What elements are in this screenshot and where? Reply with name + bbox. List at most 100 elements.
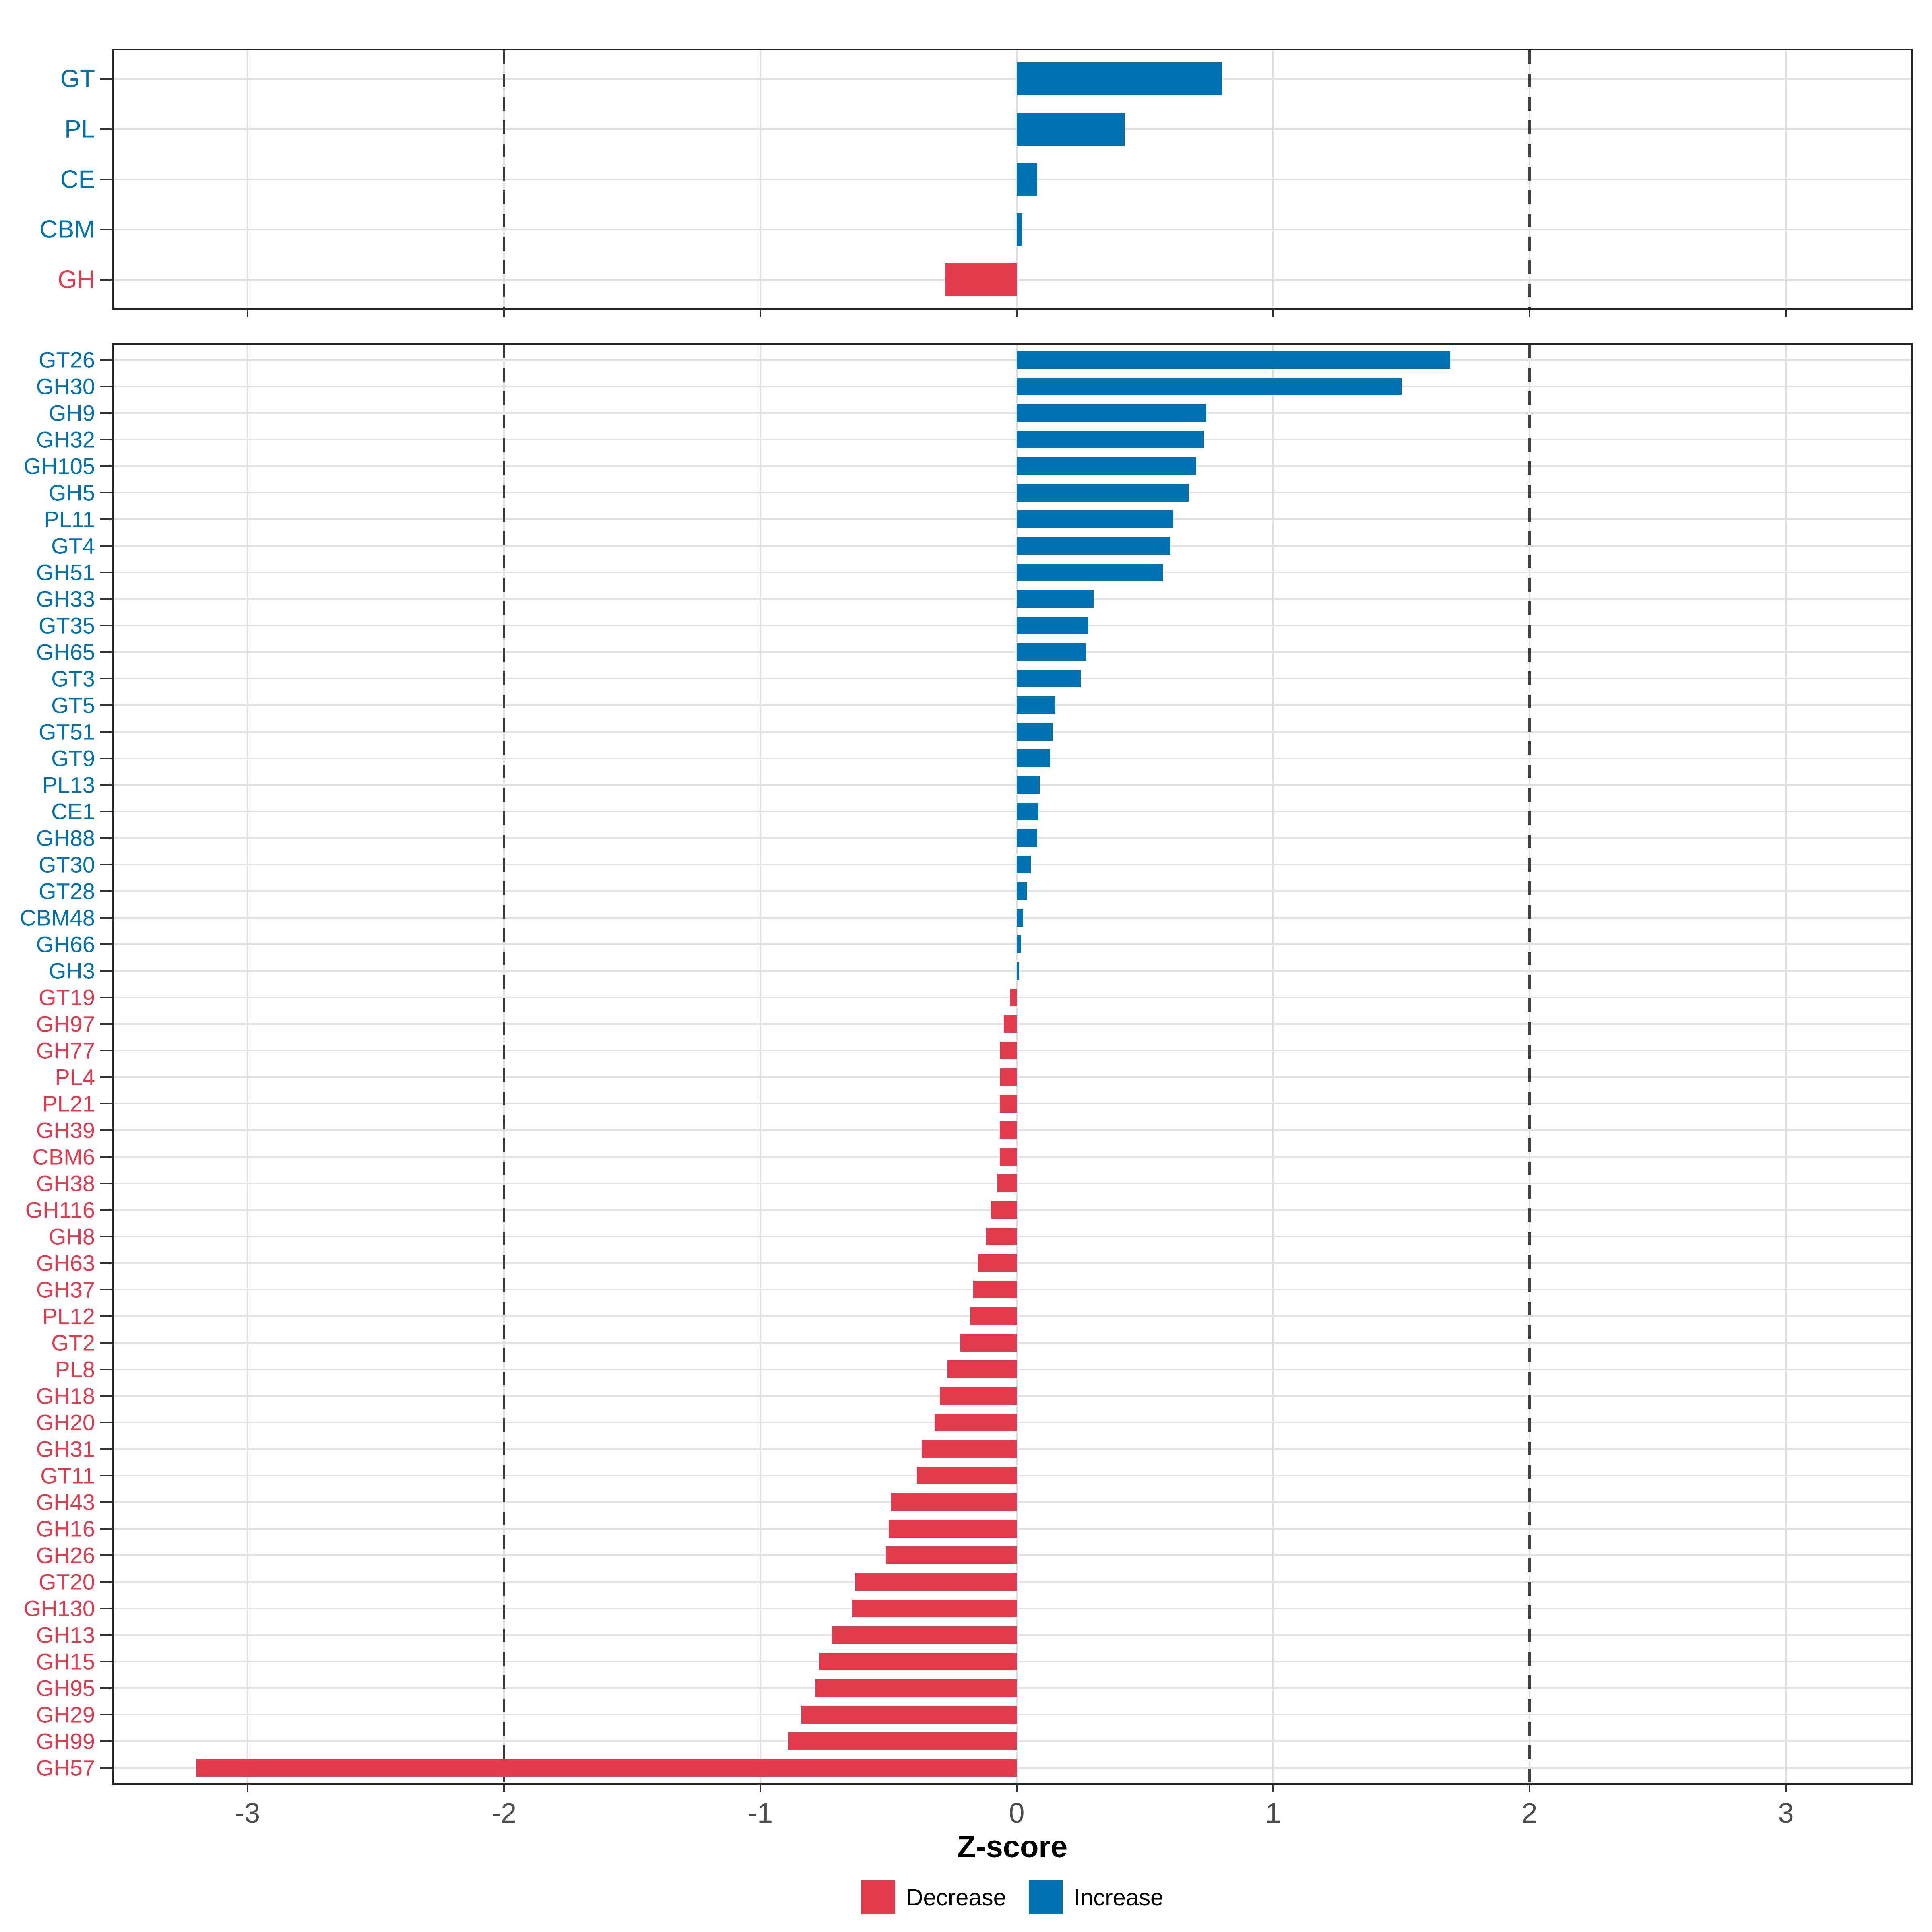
y-axis-label-GH43: GH43 — [36, 1489, 95, 1515]
y-gridline — [114, 412, 1911, 414]
y-axis-label-GH20: GH20 — [36, 1410, 95, 1435]
x-tick-mark — [1016, 1783, 1018, 1792]
y-axis-label-GH33: GH33 — [36, 586, 95, 612]
bar-CBM6 — [999, 1148, 1017, 1166]
y-tick-mark — [100, 677, 112, 679]
y-gridline — [114, 784, 1911, 786]
y-tick-mark — [100, 943, 112, 945]
legend-label-decrease: Decrease — [906, 1884, 1006, 1911]
y-axis-label-GH88: GH88 — [36, 825, 95, 851]
y-tick-mark — [100, 1023, 112, 1025]
x-gridline — [1016, 345, 1018, 1783]
bar-GH116 — [991, 1201, 1017, 1219]
bar-GH66 — [1017, 935, 1021, 953]
y-axis-label-GH8: GH8 — [48, 1224, 95, 1249]
y-axis-label-GT2: GT2 — [51, 1330, 95, 1356]
y-axis-label-GT35: GT35 — [38, 613, 95, 638]
x-axis-title: Z-score — [957, 1830, 1068, 1864]
y-tick-mark — [100, 1103, 112, 1105]
bar-PL8 — [947, 1360, 1017, 1379]
y-tick-mark — [100, 229, 112, 231]
y-gridline — [114, 651, 1911, 653]
y-tick-mark — [100, 1315, 112, 1317]
y-tick-mark — [100, 598, 112, 600]
x-tick-mark — [247, 308, 248, 317]
bar-GH51 — [1017, 563, 1163, 581]
y-gridline — [114, 598, 1911, 600]
y-tick-mark — [100, 1236, 112, 1238]
y-axis-label-GT4: GT4 — [51, 533, 95, 559]
bar-GT35 — [1017, 616, 1089, 634]
y-axis-label-GH3: GH3 — [48, 958, 95, 984]
y-tick-mark — [100, 78, 112, 80]
bar-GH88 — [1017, 829, 1037, 847]
y-tick-mark — [100, 1740, 112, 1742]
y-axis-label-CBM6: CBM6 — [32, 1144, 95, 1170]
y-axis-label-GH116: GH116 — [25, 1197, 95, 1223]
y-axis-label-GH77: GH77 — [36, 1038, 95, 1063]
y-axis-label-GH57: GH57 — [36, 1755, 95, 1781]
bar-GH13 — [832, 1626, 1017, 1644]
y-axis-label-GH39: GH39 — [36, 1117, 95, 1143]
y-gridline — [114, 810, 1911, 812]
y-axis-label-GH63: GH63 — [36, 1250, 95, 1276]
y-axis-label-GH18: GH18 — [36, 1383, 95, 1409]
y-gridline — [114, 863, 1911, 865]
bar-GH105 — [1017, 457, 1196, 475]
bar-GH33 — [1017, 590, 1094, 608]
bar-PL13 — [1017, 776, 1040, 794]
cazyme-class-panel: GT PL CE CBM GH — [39, 49, 1913, 317]
bar-GT11 — [916, 1467, 1017, 1485]
y-axis-label-GH51: GH51 — [36, 559, 95, 585]
y-tick-mark — [100, 1767, 112, 1769]
bar-GH39 — [999, 1121, 1017, 1139]
y-tick-mark — [100, 1581, 112, 1583]
y-tick-mark — [100, 438, 112, 440]
y-axis-label-GT51: GT51 — [38, 719, 95, 745]
y-tick-mark — [100, 1289, 112, 1291]
bar-PL21 — [999, 1095, 1017, 1113]
bar-CBM — [1017, 213, 1022, 246]
y-tick-mark — [100, 385, 112, 387]
bar-CE1 — [1017, 802, 1039, 820]
y-axis-label-GH29: GH29 — [36, 1702, 95, 1728]
y-gridline — [114, 491, 1911, 493]
y-tick-mark — [100, 1129, 112, 1131]
y-gridline — [114, 571, 1911, 573]
y-tick-mark — [100, 491, 112, 493]
bar-GT — [1017, 62, 1222, 96]
y-gridline — [114, 128, 1911, 130]
y-gridline — [114, 970, 1911, 972]
y-gridline — [114, 916, 1911, 919]
bar-GH130 — [852, 1600, 1017, 1618]
y-axis-label-GT11: GT11 — [40, 1463, 95, 1488]
bar-GT3 — [1017, 669, 1081, 687]
bar-GH31 — [922, 1440, 1017, 1458]
y-gridline — [114, 890, 1911, 892]
x-tick-label: 3 — [1778, 1797, 1794, 1829]
y-tick-mark — [100, 1634, 112, 1636]
y-tick-mark — [100, 1183, 112, 1185]
y-tick-mark — [100, 1156, 112, 1158]
bar-GT5 — [1017, 696, 1055, 714]
y-tick-mark — [100, 279, 112, 281]
y-axis-label-PL11: PL11 — [44, 506, 95, 532]
y-axis-label-GH9: GH9 — [48, 400, 95, 426]
y-axis-label-GH13: GH13 — [36, 1622, 95, 1648]
x-tick-mark — [247, 1783, 248, 1792]
y-axis-label-PL8: PL8 — [55, 1356, 95, 1382]
y-axis-label-GH5: GH5 — [48, 480, 95, 506]
y-gridline — [114, 229, 1911, 231]
y-gridline — [114, 385, 1911, 387]
y-axis-label-GH31: GH31 — [36, 1436, 95, 1462]
y-tick-mark — [100, 996, 112, 998]
bar-GT20 — [855, 1573, 1017, 1591]
y-axis-label-GH65: GH65 — [36, 639, 95, 665]
bar-GH97 — [1004, 1015, 1017, 1033]
legend-item-increase: Increase — [1028, 1880, 1163, 1914]
y-tick-mark — [100, 412, 112, 414]
bar-GH57 — [196, 1759, 1017, 1777]
bar-GH65 — [1017, 643, 1086, 661]
y-gridline — [114, 624, 1911, 626]
y-gridline — [114, 731, 1911, 733]
